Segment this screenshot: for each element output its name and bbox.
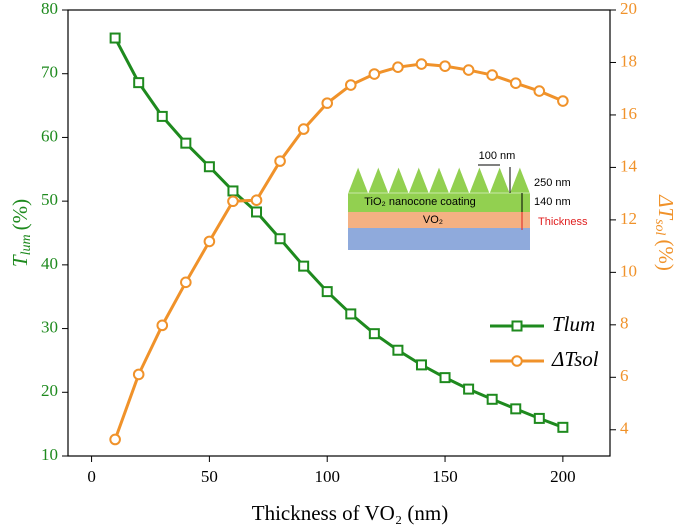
- y-label-unit: (%): [8, 199, 32, 230]
- vo2-layer: [348, 212, 530, 228]
- inset-label: 140 nm: [534, 196, 571, 208]
- marker: [156, 110, 168, 122]
- marker: [156, 319, 169, 332]
- y-tick-label: 30: [41, 317, 58, 336]
- y2-tick-label: 8: [620, 314, 629, 333]
- marker: [203, 235, 216, 248]
- y2-tick-label: 12: [620, 209, 637, 228]
- y2-label-sub: sol: [652, 219, 667, 235]
- marker: [392, 61, 404, 73]
- y2-tick-label: 10: [620, 261, 637, 280]
- marker: [321, 286, 333, 298]
- marker: [368, 328, 380, 340]
- x-tick-label: 0: [87, 467, 96, 486]
- marker: [368, 68, 381, 80]
- y-tick-label: 10: [41, 445, 58, 464]
- legend-label: Tlum: [552, 312, 595, 336]
- inset-label: TiO₂ nanocone coating: [364, 196, 476, 208]
- marker: [251, 206, 263, 218]
- y-label-main: T: [8, 254, 32, 267]
- marker: [439, 60, 451, 72]
- x-tick-label: 100: [314, 467, 340, 486]
- y2-tick-label: 18: [620, 51, 637, 70]
- marker: [462, 64, 475, 76]
- marker: [486, 69, 498, 81]
- marker: [109, 433, 121, 446]
- marker: [463, 383, 475, 395]
- marker: [203, 161, 215, 173]
- marker: [227, 185, 239, 197]
- marker: [510, 403, 522, 415]
- series-line: [113, 62, 564, 440]
- inset-label: 100 nm: [479, 150, 516, 162]
- y2-axis-label: ΔTsol (%): [652, 194, 678, 271]
- y2-tick-label: 16: [620, 104, 637, 123]
- marker: [511, 320, 523, 332]
- coating-layer: [348, 193, 530, 212]
- y2-tick-label: 4: [620, 419, 629, 438]
- y-tick-label: 20: [41, 381, 58, 400]
- marker: [345, 308, 357, 320]
- marker: [557, 95, 569, 107]
- marker: [344, 79, 357, 91]
- marker: [180, 137, 192, 149]
- marker: [109, 32, 121, 44]
- marker: [274, 155, 286, 167]
- x-axis-label: Thickness of VO₂ (nm): [252, 501, 449, 525]
- y2-label-unit: (%): [654, 239, 678, 270]
- marker: [439, 372, 451, 384]
- marker: [132, 368, 145, 381]
- x-tick-label: 200: [550, 467, 576, 486]
- marker: [392, 344, 404, 356]
- nanocones: [347, 166, 531, 194]
- marker: [415, 58, 428, 70]
- y-tick-label: 80: [41, 0, 58, 18]
- y-tick-label: 70: [41, 63, 58, 82]
- marker: [250, 194, 263, 207]
- y-tick-label: 50: [41, 190, 58, 209]
- marker: [180, 276, 192, 289]
- y-tick-label: 40: [41, 254, 58, 273]
- y2-tick-label: 14: [620, 156, 638, 175]
- marker: [533, 412, 545, 424]
- x-tick-label: 150: [432, 467, 458, 486]
- marker: [557, 421, 569, 433]
- inset-label: VO₂: [423, 214, 443, 226]
- marker: [298, 260, 310, 272]
- y2-tick-label: 6: [620, 366, 629, 385]
- y2-label-main: ΔT: [654, 194, 678, 220]
- y2-tick-label: 20: [620, 0, 637, 18]
- marker: [533, 85, 546, 97]
- marker: [415, 359, 427, 371]
- substrate: [348, 228, 530, 250]
- marker: [227, 195, 239, 208]
- x-tick-label: 50: [201, 467, 218, 486]
- marker: [486, 393, 498, 405]
- plot-frame: [67, 9, 611, 457]
- y-label-sub: lum: [19, 234, 34, 255]
- marker: [274, 233, 286, 245]
- marker: [133, 77, 145, 89]
- marker: [297, 123, 310, 135]
- y-axis-label: Tlum (%): [8, 199, 34, 267]
- legend-label: ΔTsol: [551, 347, 599, 371]
- marker: [511, 355, 523, 367]
- inset-label: 250 nm: [534, 177, 571, 189]
- y-tick-label: 60: [41, 126, 58, 145]
- inset: TiO₂ nanocone coating VO₂ 100 nm 250 nm …: [347, 150, 588, 250]
- marker: [321, 97, 334, 109]
- inset-label: Thickness: [538, 216, 588, 228]
- marker: [509, 77, 522, 89]
